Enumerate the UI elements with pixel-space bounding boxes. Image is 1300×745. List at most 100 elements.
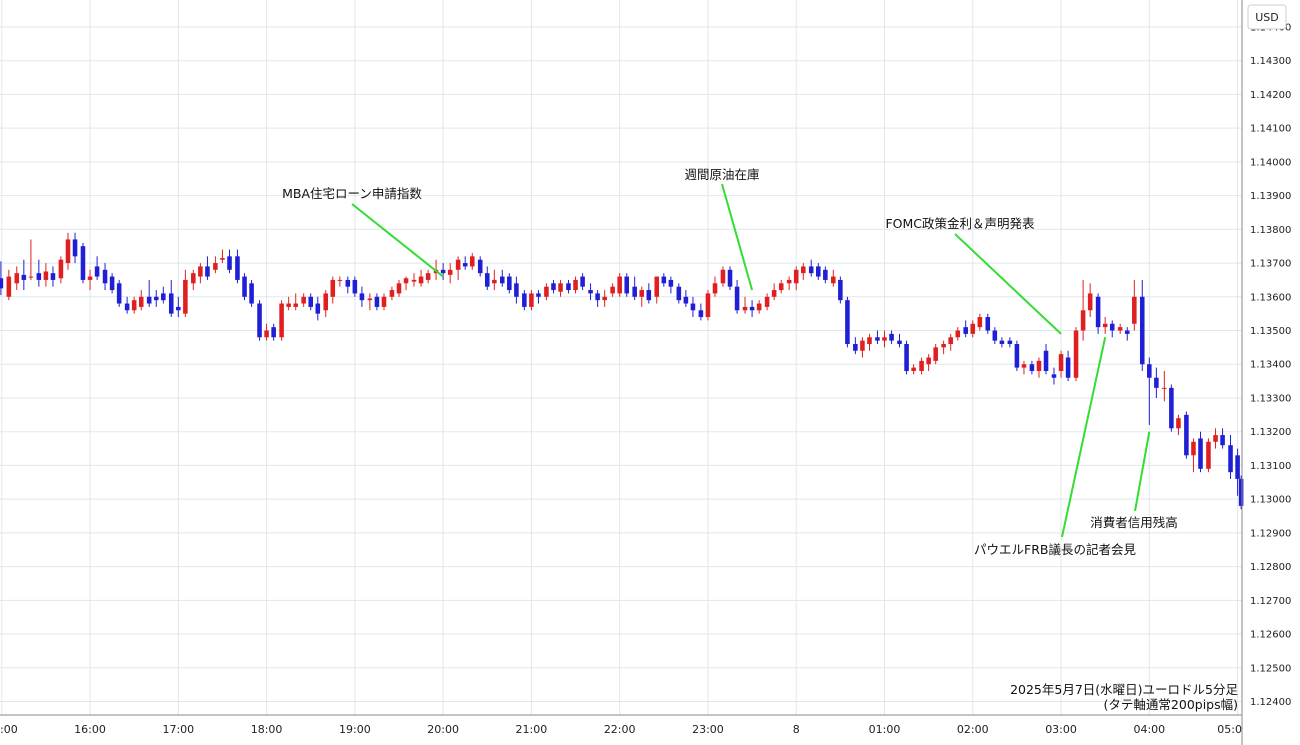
price-tick-label: 1.13700 bbox=[1250, 259, 1291, 270]
time-tick-label: 18:00 bbox=[251, 723, 283, 736]
annotation-pointer-line bbox=[954, 233, 1062, 335]
annotation-lines bbox=[351, 183, 1151, 538]
candle-body bbox=[315, 303, 321, 314]
candle-body bbox=[36, 273, 42, 280]
candle-body bbox=[1238, 478, 1244, 506]
price-tick-label: 1.13900 bbox=[1250, 191, 1291, 202]
annotation-label: FOMC政策金利＆声明発表 bbox=[885, 216, 1035, 231]
candle-body bbox=[1228, 445, 1233, 473]
candle-body bbox=[808, 266, 814, 274]
candle-body bbox=[786, 279, 792, 284]
chart-caption-line-1: 2025年5月7日(水曜日)ユーロドル5分足 bbox=[1010, 682, 1238, 697]
candle-body bbox=[1139, 296, 1145, 365]
candle-body bbox=[617, 276, 622, 294]
candles-layer bbox=[0, 232, 1244, 510]
annotation-label: MBA住宅ローン申請指数 bbox=[282, 186, 422, 201]
price-tick-label: 1.12600 bbox=[1250, 630, 1291, 641]
candle-body bbox=[205, 266, 210, 277]
candle-body bbox=[860, 340, 865, 351]
candle-body bbox=[676, 286, 682, 301]
time-tick-label: 05:0 bbox=[1217, 723, 1242, 736]
candle-body bbox=[926, 357, 931, 365]
candle-body bbox=[977, 317, 983, 328]
price-tick-label: 1.12800 bbox=[1250, 562, 1291, 573]
time-tick-label: 8 bbox=[793, 723, 800, 736]
candle-body bbox=[1102, 323, 1108, 328]
candle-body bbox=[831, 276, 836, 284]
candle-body bbox=[904, 344, 909, 371]
candle-body bbox=[1036, 360, 1042, 371]
candle-body bbox=[367, 298, 373, 301]
annotation-pointer-line bbox=[1134, 431, 1151, 512]
candle-body bbox=[529, 293, 534, 307]
price-tick-label: 1.12400 bbox=[1250, 697, 1291, 708]
time-axis[interactable]: :00 16:00 17:00 18:00 19:00 20:00 21:00 22:00 23… bbox=[0, 723, 1242, 736]
candle-body bbox=[220, 258, 225, 260]
time-tick-label: 01:00 bbox=[869, 723, 901, 736]
currency-badge[interactable] bbox=[1247, 4, 1287, 30]
candle-body bbox=[661, 276, 667, 284]
candle-body bbox=[522, 293, 527, 307]
candle-body bbox=[668, 279, 674, 287]
candle-body bbox=[712, 283, 718, 294]
time-tick-label: 19:00 bbox=[339, 723, 371, 736]
candle-body bbox=[853, 344, 858, 351]
candle-body bbox=[816, 266, 821, 277]
candle-body bbox=[116, 283, 122, 304]
candle-body bbox=[1191, 441, 1196, 456]
candle-body bbox=[793, 269, 799, 284]
candle-body bbox=[381, 296, 387, 307]
candle-body bbox=[588, 290, 593, 294]
time-tick-label: 04:00 bbox=[1133, 723, 1165, 736]
candle-body bbox=[867, 337, 872, 345]
candle-body bbox=[933, 347, 938, 361]
candle-body bbox=[801, 266, 806, 274]
candle-body bbox=[720, 269, 726, 284]
candle-body bbox=[845, 300, 850, 345]
candle-body bbox=[1206, 441, 1211, 469]
candle-body bbox=[1109, 323, 1115, 331]
candle-body bbox=[1014, 344, 1020, 368]
price-tick-label: 1.12500 bbox=[1250, 663, 1291, 674]
candle-body bbox=[654, 276, 660, 297]
candle-body bbox=[462, 263, 468, 267]
candle-body bbox=[1198, 438, 1203, 469]
candle-body bbox=[1065, 357, 1071, 378]
candle-body bbox=[330, 279, 336, 297]
candle-body bbox=[138, 296, 144, 307]
candle-body bbox=[492, 279, 497, 284]
candle-body bbox=[955, 330, 961, 338]
candle-body bbox=[58, 259, 64, 279]
candle-body bbox=[823, 269, 828, 280]
candle-body bbox=[705, 293, 711, 318]
price-axis[interactable]: 1.12400 1.12500 1.12600 1.12700 1.12800 1.129… bbox=[1250, 22, 1291, 708]
candle-body bbox=[235, 256, 240, 280]
candle-body bbox=[897, 340, 902, 345]
candle-body bbox=[1095, 296, 1101, 328]
annotation-pointer-line bbox=[1061, 337, 1107, 538]
time-tick-label: 21:00 bbox=[516, 723, 548, 736]
candle-body bbox=[639, 290, 645, 297]
candle-body bbox=[271, 327, 276, 338]
candle-body bbox=[838, 279, 843, 301]
candle-body bbox=[1154, 377, 1159, 388]
candle-body bbox=[911, 367, 916, 371]
candle-body bbox=[771, 290, 777, 297]
price-tick-label: 1.12700 bbox=[1250, 596, 1291, 607]
candle-body bbox=[551, 283, 556, 291]
candle-body bbox=[992, 330, 998, 341]
price-tick-label: 1.13800 bbox=[1250, 225, 1291, 236]
candle-body bbox=[1051, 374, 1057, 378]
candle-body bbox=[558, 283, 563, 292]
candle-body bbox=[919, 360, 924, 371]
candle-body bbox=[72, 239, 78, 257]
candle-body bbox=[875, 337, 880, 341]
candle-body bbox=[109, 276, 115, 291]
price-tick-label: 1.13200 bbox=[1250, 427, 1291, 438]
candle-body bbox=[1080, 310, 1086, 331]
candle-body bbox=[345, 279, 351, 287]
candle-body bbox=[882, 337, 887, 341]
time-tick-label: 23:00 bbox=[692, 723, 724, 736]
candle-body bbox=[1213, 435, 1218, 442]
